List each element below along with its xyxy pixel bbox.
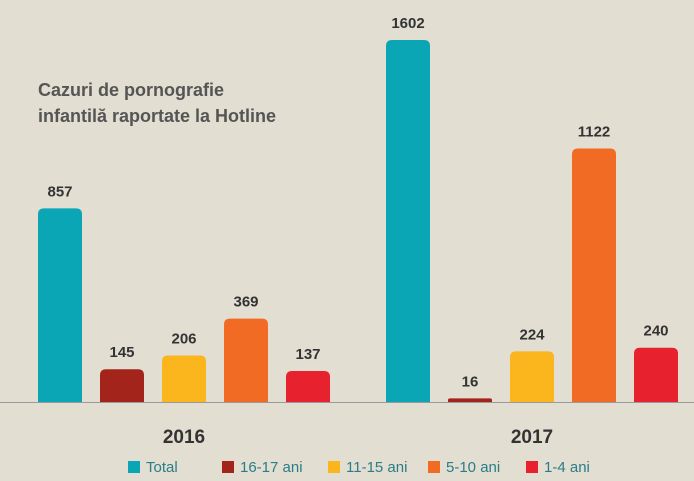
data-label: 224 bbox=[519, 326, 545, 343]
legend-swatch bbox=[222, 461, 234, 473]
legend-swatch bbox=[128, 461, 140, 473]
bar bbox=[386, 40, 430, 402]
x-tick-label: 2017 bbox=[511, 427, 553, 448]
data-label: 240 bbox=[643, 323, 668, 340]
data-label: 16 bbox=[462, 373, 479, 390]
legend-label: 16-17 ani bbox=[240, 459, 303, 476]
legend-label: Total bbox=[146, 459, 178, 476]
bar bbox=[510, 351, 554, 402]
bar bbox=[572, 148, 616, 402]
data-label: 206 bbox=[171, 330, 196, 347]
legend-label: 5-10 ani bbox=[446, 459, 500, 476]
legend-swatch bbox=[428, 461, 440, 473]
bar bbox=[162, 355, 206, 402]
chart-title: infantilă raportate la Hotline bbox=[38, 106, 276, 126]
bar bbox=[286, 371, 330, 402]
chart-title: Cazuri de pornografie bbox=[38, 80, 224, 100]
x-tick-label: 2016 bbox=[163, 427, 205, 448]
bar bbox=[38, 208, 82, 402]
data-label: 857 bbox=[47, 183, 72, 200]
bar bbox=[100, 369, 144, 402]
legend-swatch bbox=[526, 461, 538, 473]
data-label: 145 bbox=[109, 344, 134, 361]
legend-label: 11-15 ani bbox=[346, 459, 407, 476]
legend-swatch bbox=[328, 461, 340, 473]
bar bbox=[224, 318, 268, 402]
data-label: 1602 bbox=[391, 15, 424, 32]
bar bbox=[634, 347, 678, 402]
legend-label: 1-4 ani bbox=[544, 459, 590, 476]
data-label: 137 bbox=[295, 346, 320, 363]
bar bbox=[448, 398, 492, 402]
data-label: 369 bbox=[233, 294, 258, 311]
data-label: 1122 bbox=[578, 123, 611, 140]
